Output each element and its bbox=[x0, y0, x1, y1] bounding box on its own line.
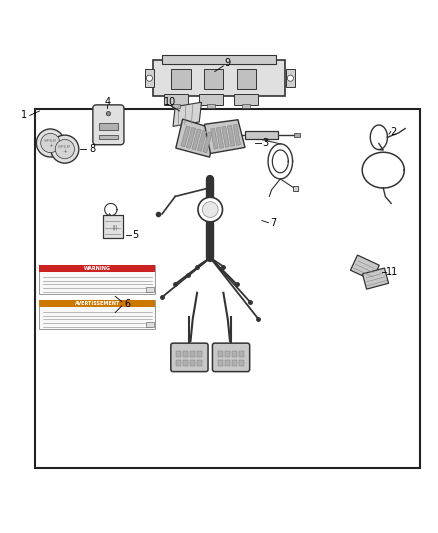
Bar bbox=[225, 351, 230, 357]
Bar bbox=[39, 265, 155, 272]
Circle shape bbox=[55, 140, 74, 159]
Bar bbox=[145, 69, 154, 87]
Bar bbox=[190, 351, 195, 357]
Bar bbox=[245, 131, 278, 140]
Circle shape bbox=[41, 133, 60, 152]
Bar bbox=[99, 123, 118, 130]
FancyBboxPatch shape bbox=[212, 343, 250, 372]
Bar bbox=[204, 69, 223, 89]
Bar bbox=[183, 351, 188, 357]
Bar bbox=[171, 69, 191, 89]
Circle shape bbox=[51, 135, 79, 163]
Text: 10: 10 bbox=[164, 97, 176, 107]
Polygon shape bbox=[211, 128, 218, 149]
Bar bbox=[146, 287, 154, 292]
Bar bbox=[197, 351, 202, 357]
Polygon shape bbox=[203, 132, 212, 153]
Bar bbox=[176, 360, 181, 366]
Bar bbox=[153, 60, 285, 96]
FancyBboxPatch shape bbox=[93, 105, 124, 145]
Bar bbox=[225, 360, 230, 366]
Circle shape bbox=[106, 111, 110, 116]
Text: 4: 4 bbox=[104, 97, 110, 107]
Bar bbox=[35, 109, 420, 468]
Text: WARNING: WARNING bbox=[84, 266, 111, 271]
Polygon shape bbox=[363, 268, 389, 289]
Text: +: + bbox=[48, 143, 53, 148]
Bar bbox=[99, 135, 118, 139]
Bar bbox=[294, 133, 300, 138]
Text: 6: 6 bbox=[124, 298, 130, 309]
Bar bbox=[207, 103, 215, 108]
Polygon shape bbox=[173, 102, 201, 126]
Text: 8: 8 bbox=[89, 144, 95, 154]
Circle shape bbox=[198, 197, 223, 222]
Polygon shape bbox=[192, 129, 201, 150]
Text: CHRYSLER: CHRYSLER bbox=[58, 145, 71, 149]
Bar bbox=[232, 360, 237, 366]
Polygon shape bbox=[222, 126, 230, 147]
Polygon shape bbox=[176, 119, 215, 157]
Bar bbox=[232, 351, 237, 357]
Bar bbox=[39, 300, 155, 307]
Text: AVERTISSEMENT: AVERTISSEMENT bbox=[75, 301, 120, 306]
Bar bbox=[234, 94, 258, 106]
Polygon shape bbox=[350, 255, 379, 280]
Bar bbox=[197, 360, 202, 366]
Bar bbox=[39, 265, 155, 294]
Polygon shape bbox=[205, 120, 245, 154]
Text: CHRYSLER: CHRYSLER bbox=[44, 139, 57, 143]
Polygon shape bbox=[233, 124, 240, 146]
Bar bbox=[242, 103, 250, 108]
Bar bbox=[218, 360, 223, 366]
Bar bbox=[146, 322, 154, 327]
Circle shape bbox=[287, 75, 293, 81]
FancyBboxPatch shape bbox=[171, 343, 208, 372]
Text: 9: 9 bbox=[225, 58, 231, 68]
Bar bbox=[103, 215, 123, 238]
Text: 7: 7 bbox=[271, 217, 277, 228]
Bar bbox=[218, 351, 223, 357]
Bar bbox=[239, 351, 244, 357]
Bar bbox=[39, 300, 155, 329]
Text: |||: ||| bbox=[113, 224, 118, 230]
Polygon shape bbox=[227, 125, 235, 146]
Circle shape bbox=[146, 75, 152, 81]
Text: 11: 11 bbox=[386, 267, 398, 277]
Polygon shape bbox=[187, 127, 196, 148]
Bar bbox=[172, 103, 180, 108]
Bar bbox=[183, 360, 188, 366]
Text: 3: 3 bbox=[262, 138, 268, 148]
Text: 1: 1 bbox=[21, 110, 27, 120]
Bar bbox=[239, 360, 244, 366]
Bar bbox=[162, 54, 276, 64]
Polygon shape bbox=[181, 126, 190, 147]
Bar bbox=[286, 69, 295, 87]
Text: 5: 5 bbox=[133, 230, 139, 240]
Bar bbox=[199, 94, 223, 106]
Polygon shape bbox=[216, 127, 224, 148]
Circle shape bbox=[36, 129, 64, 157]
Polygon shape bbox=[198, 131, 207, 151]
Bar bbox=[164, 94, 188, 106]
Bar bbox=[293, 186, 298, 191]
Bar bbox=[176, 351, 181, 357]
Text: 2: 2 bbox=[390, 127, 396, 136]
Text: +: + bbox=[63, 149, 67, 154]
Bar bbox=[237, 69, 256, 89]
Bar bbox=[190, 360, 195, 366]
Circle shape bbox=[202, 201, 218, 217]
